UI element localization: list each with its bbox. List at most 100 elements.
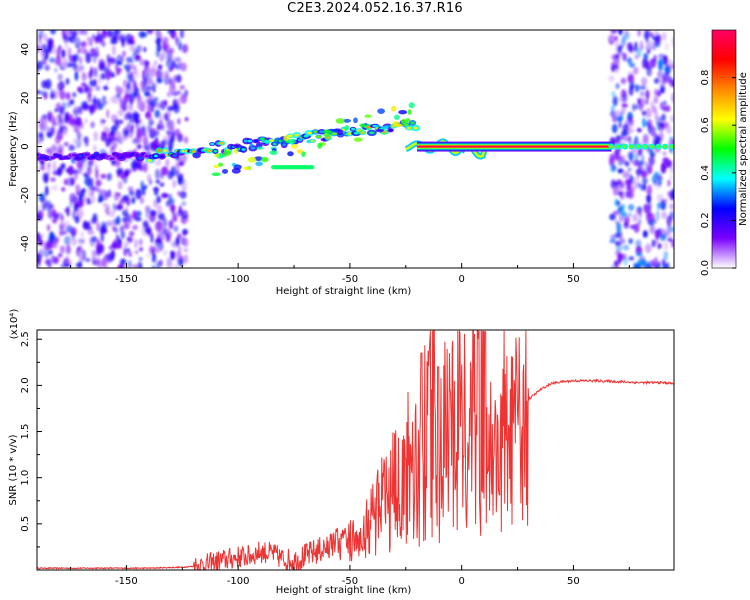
noise-blob <box>183 254 189 265</box>
noise-blob <box>91 257 97 266</box>
ridge-offshoot <box>343 118 351 123</box>
spectrogram-chart: -150 -100 -50 0 50 Height of straight line (k… <box>8 29 749 297</box>
noise-blob <box>81 82 87 87</box>
carrier-blob-core <box>630 145 634 149</box>
ridge-offshoot <box>243 166 252 171</box>
noise-blob <box>159 182 165 187</box>
noise-blob <box>632 214 638 222</box>
ridge-offshoot <box>323 129 330 134</box>
noise-blob <box>647 164 653 175</box>
noise-blob <box>168 219 174 230</box>
noise-blob <box>663 250 669 261</box>
noise-blob <box>101 95 107 107</box>
noise-blob <box>621 89 626 95</box>
noise-blob <box>670 227 674 233</box>
noise-blob <box>173 225 179 233</box>
noise-blob <box>671 239 674 248</box>
ridge-core <box>37 153 40 157</box>
noise-blob <box>135 117 140 129</box>
noise-blob <box>143 59 149 70</box>
noise-blob <box>54 58 62 67</box>
carrier-line <box>416 141 674 152</box>
noise-blob <box>105 68 112 80</box>
noise-blob <box>97 197 103 203</box>
noise-blob <box>628 238 633 244</box>
ridge-offshoot <box>211 172 221 177</box>
noise-blob <box>174 128 181 137</box>
ridge-core <box>144 154 149 158</box>
noise-blob <box>37 90 42 95</box>
noise-blob <box>169 250 175 256</box>
ridge-core <box>154 154 158 158</box>
noise-blob <box>64 111 70 122</box>
ridge-core <box>351 127 356 131</box>
noise-blob <box>50 89 54 98</box>
noise-blob <box>56 114 62 121</box>
heatmap-layer <box>37 30 674 268</box>
noise-blob <box>622 123 629 133</box>
noise-blob <box>165 228 170 236</box>
noise-blob <box>90 121 95 129</box>
noise-blob <box>58 167 62 177</box>
ridge-core <box>331 132 337 136</box>
noise-blob <box>182 231 188 236</box>
noise-blob <box>106 53 111 63</box>
noise-blob <box>80 231 85 238</box>
ridge-offshoot <box>218 162 224 167</box>
noise-blob <box>639 160 644 166</box>
noise-blob <box>172 211 177 222</box>
noise-blob <box>57 73 63 81</box>
noise-blob <box>653 54 657 63</box>
snr-series-line <box>37 330 674 570</box>
y-axis-label: SNR (10 * v/v) <box>8 434 19 505</box>
noise-blob <box>100 119 106 124</box>
noise-blob <box>86 36 94 43</box>
noise-blob <box>77 208 84 219</box>
noise-blob <box>75 184 81 193</box>
noise-blob <box>620 77 627 85</box>
ridge-core <box>213 149 218 153</box>
colorbar-tick-label: 0.4 <box>700 165 711 181</box>
noise-blob <box>68 118 74 126</box>
noise-blob <box>137 261 143 268</box>
noise-blob <box>150 141 157 152</box>
noise-blob <box>651 130 657 141</box>
noise-blob <box>107 189 112 198</box>
noise-blob <box>670 61 674 70</box>
noise-blob <box>179 84 185 90</box>
noise-blob <box>44 64 50 71</box>
noise-blob <box>175 74 182 83</box>
ridge-offshoot <box>254 156 263 161</box>
noise-blob <box>156 204 163 214</box>
ridge-core <box>247 139 253 143</box>
noise-blob <box>648 155 655 167</box>
noise-blob <box>52 256 60 264</box>
ridge-core <box>294 133 299 137</box>
noise-blob <box>86 86 94 93</box>
y-tick-label: 2.0 <box>20 377 31 393</box>
noise-blob <box>168 111 172 117</box>
noise-blob <box>656 193 664 203</box>
noise-blob <box>657 58 664 67</box>
noise-blob <box>624 30 629 37</box>
noise-blob <box>612 95 618 107</box>
noise-blob <box>632 159 640 167</box>
noise-blob <box>666 215 672 227</box>
noise-blob <box>103 85 109 91</box>
noise-blob <box>161 192 168 199</box>
ridge-core <box>194 154 200 157</box>
noise-blob <box>132 110 138 118</box>
noise-blob <box>88 97 93 103</box>
noise-blob <box>124 206 129 214</box>
noise-blob <box>641 177 648 184</box>
y-axis-label: Frequency (Hz) <box>8 111 19 187</box>
noise-blob <box>644 30 651 37</box>
plot-area <box>37 330 674 570</box>
ridge-offshoot <box>256 146 264 150</box>
noise-blob <box>667 237 673 242</box>
noise-blob <box>184 136 188 144</box>
carrier-blob-core <box>609 145 613 149</box>
noise-blob <box>86 168 91 175</box>
noise-blob <box>123 94 130 104</box>
noise-blob <box>653 96 659 104</box>
